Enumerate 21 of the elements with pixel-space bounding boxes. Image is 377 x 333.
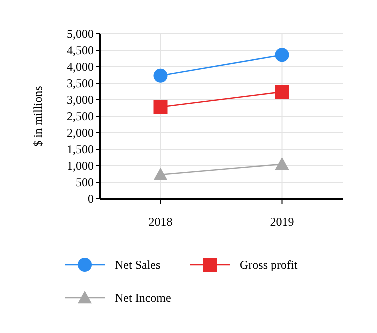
y-tick-label: 1,500	[67, 142, 94, 157]
y-tick-label: 5,000	[67, 27, 94, 42]
y-tick-label: 3,500	[67, 76, 94, 91]
x-tick-label: 2018	[148, 215, 173, 229]
legend-label: Net Income	[115, 291, 172, 306]
point	[275, 48, 290, 62]
x-tick-label: 2019	[270, 215, 294, 229]
y-tick-label: 3,000	[67, 93, 94, 108]
legend-label: Net Sales	[115, 258, 161, 272]
y-tick-label: 0	[88, 192, 94, 206]
point	[154, 68, 168, 83]
y-axis-title: $ in millions	[31, 86, 45, 147]
point	[275, 85, 290, 100]
y-tick-label: 500	[76, 176, 94, 190]
y-tick-label: 2,000	[67, 126, 94, 140]
y-tick-label: 4,000	[67, 60, 94, 74]
y-tick-label: 1,000	[67, 159, 94, 174]
legend-label: Gross profit	[240, 258, 298, 272]
y-tick-label: 4,500	[67, 44, 94, 58]
y-tick-label: 2,500	[67, 110, 94, 124]
point	[154, 100, 168, 114]
